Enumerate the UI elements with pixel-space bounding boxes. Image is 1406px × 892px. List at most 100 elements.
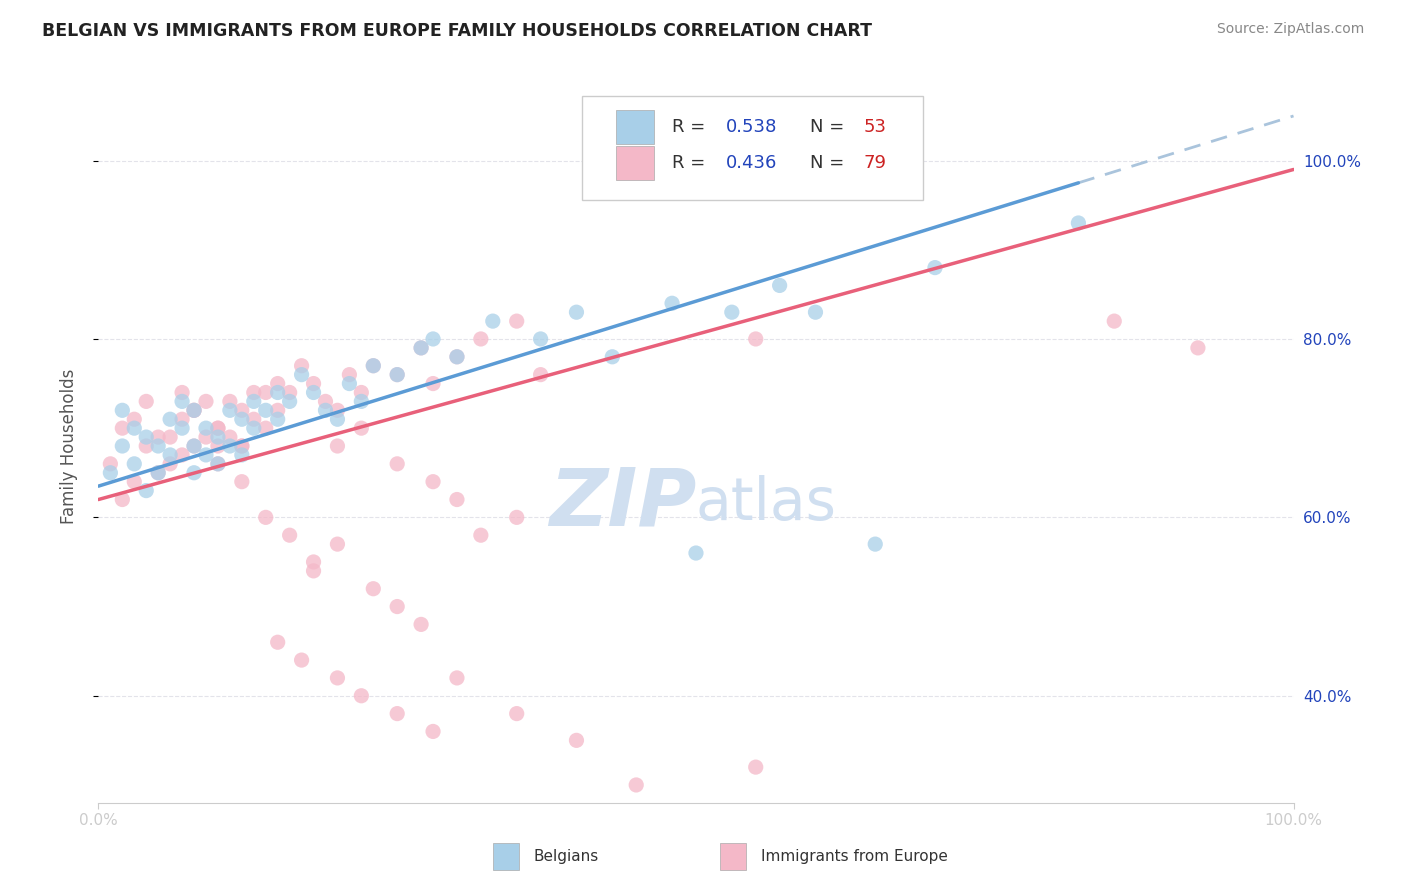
Point	[363, 359, 385, 373]
Point	[98, 466, 122, 480]
Point	[326, 412, 349, 426]
Point	[111, 403, 134, 417]
Point	[98, 457, 122, 471]
Point	[159, 448, 181, 462]
Point	[254, 421, 277, 435]
Point	[326, 439, 349, 453]
Point	[172, 412, 194, 426]
Point	[219, 394, 242, 409]
Point	[183, 439, 205, 453]
Point	[207, 430, 229, 444]
Point	[350, 394, 373, 409]
Text: Source: ZipAtlas.com: Source: ZipAtlas.com	[1216, 22, 1364, 37]
Point	[363, 582, 385, 596]
Point	[602, 350, 624, 364]
Point	[326, 403, 349, 417]
Point	[1102, 314, 1125, 328]
Point	[267, 412, 290, 426]
Point	[254, 510, 277, 524]
Point	[231, 403, 253, 417]
Point	[385, 368, 409, 382]
Point	[148, 466, 170, 480]
Point	[422, 724, 444, 739]
Point	[804, 305, 827, 319]
Point	[159, 430, 181, 444]
Point	[529, 368, 551, 382]
Point	[863, 537, 887, 551]
Point	[219, 439, 242, 453]
Bar	[616, 145, 654, 180]
Point	[111, 439, 134, 453]
Point	[172, 385, 194, 400]
Bar	[616, 110, 654, 145]
Text: 0.538: 0.538	[725, 118, 778, 136]
Text: 79: 79	[863, 153, 886, 171]
Point	[159, 412, 181, 426]
Point	[721, 305, 744, 319]
Text: ZIP: ZIP	[548, 464, 696, 542]
Point	[267, 385, 290, 400]
Point	[385, 368, 409, 382]
Point	[194, 448, 218, 462]
Point	[339, 368, 360, 382]
Point	[924, 260, 946, 275]
Point	[194, 394, 218, 409]
Point	[529, 332, 551, 346]
Text: N =: N =	[810, 153, 849, 171]
Point	[135, 483, 157, 498]
Point	[267, 635, 290, 649]
Point	[207, 439, 229, 453]
Point	[135, 394, 157, 409]
Point	[385, 599, 409, 614]
Point	[411, 341, 433, 355]
Point	[745, 760, 768, 774]
Point	[124, 412, 146, 426]
Point	[194, 421, 218, 435]
Point	[1067, 216, 1090, 230]
Point	[183, 439, 205, 453]
Point	[135, 430, 157, 444]
Text: R =: R =	[672, 153, 711, 171]
Point	[446, 350, 468, 364]
Point	[172, 394, 194, 409]
Point	[267, 403, 290, 417]
Point	[302, 564, 325, 578]
Point	[111, 492, 134, 507]
Point	[350, 421, 373, 435]
Point	[481, 314, 505, 328]
Point	[385, 457, 409, 471]
Y-axis label: Family Households: Family Households	[59, 368, 77, 524]
Point	[207, 421, 229, 435]
Point	[278, 385, 301, 400]
Point	[267, 376, 290, 391]
Text: Belgians: Belgians	[533, 849, 599, 863]
Point	[470, 528, 492, 542]
Text: 53: 53	[863, 118, 886, 136]
Point	[207, 457, 229, 471]
Point	[278, 394, 301, 409]
Point	[326, 537, 349, 551]
Point	[506, 510, 529, 524]
Point	[446, 350, 468, 364]
Text: Immigrants from Europe: Immigrants from Europe	[761, 849, 948, 863]
Point	[207, 457, 229, 471]
Text: BELGIAN VS IMMIGRANTS FROM EUROPE FAMILY HOUSEHOLDS CORRELATION CHART: BELGIAN VS IMMIGRANTS FROM EUROPE FAMILY…	[42, 22, 872, 40]
Point	[385, 706, 409, 721]
Point	[302, 385, 325, 400]
Point	[422, 475, 444, 489]
Point	[124, 457, 146, 471]
Point	[411, 617, 433, 632]
Point	[231, 439, 253, 453]
Point	[291, 653, 314, 667]
Point	[315, 403, 337, 417]
Point	[506, 314, 529, 328]
Point	[411, 341, 433, 355]
Point	[219, 403, 242, 417]
Point	[172, 448, 194, 462]
Text: 0.436: 0.436	[725, 153, 778, 171]
Point	[254, 385, 277, 400]
Point	[148, 430, 170, 444]
Text: R =: R =	[672, 118, 711, 136]
Point	[183, 403, 205, 417]
Point	[278, 528, 301, 542]
